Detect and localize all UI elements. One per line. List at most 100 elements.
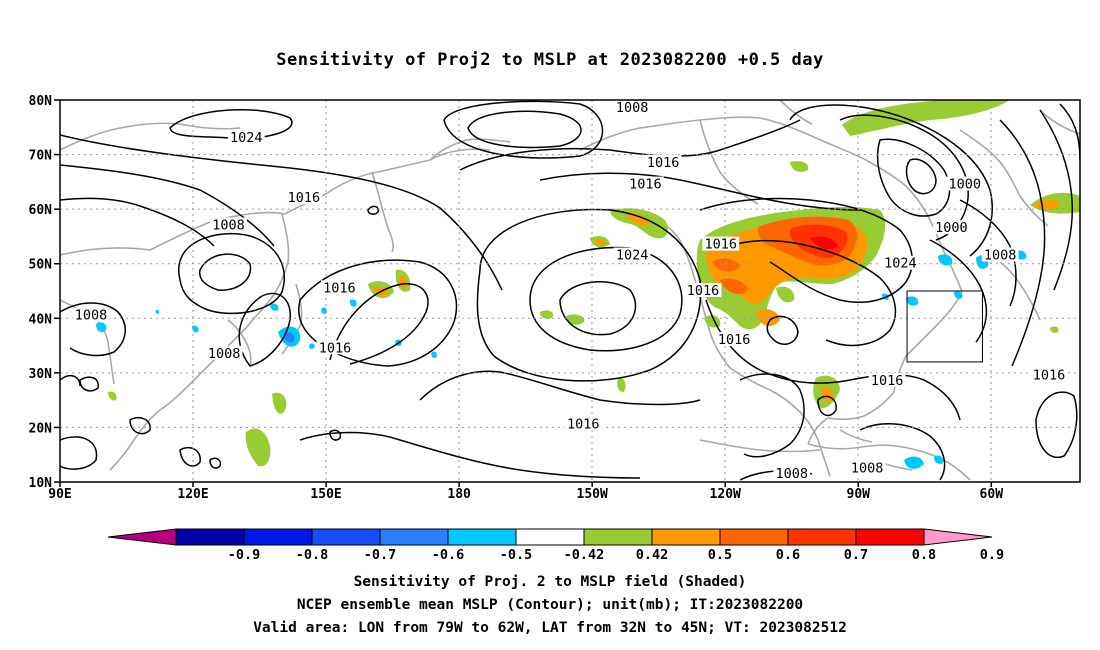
latitude-axis: 80N 70N 60N 50N 40N 30N 20N 10N [29,94,60,491]
contour-label-bg [715,332,753,347]
negative-sensitivity-shading [96,250,1027,469]
lat-tick-label: 10N [29,476,53,491]
colorbar-label: 0.6 [776,547,800,563]
colorbar-swatch [515,528,585,546]
contour-label: 1016 [718,332,751,348]
contour-label-bg [210,217,247,232]
colorbar-label: 0.9 [980,547,1004,563]
valid-area-box [906,290,983,363]
contour-label: 1008 [208,346,241,362]
colorbar-swatch [447,528,517,546]
map-title: Sensitivity of Proj2 to MSLP at 20230822… [276,50,824,70]
contour-label-bg [626,176,664,191]
colorbar-label: -0.8 [296,547,329,563]
caption-valid-area: Valid area: LON from 79W to 62W, LAT fro… [253,620,847,636]
colorbar-label: -0.5 [500,547,533,563]
colorbar-high-triangle [923,528,993,546]
colorbar-swatch [855,528,925,546]
colorbar-label: -0.42 [564,547,605,563]
lon-tick-label: 150W [577,487,608,502]
map-frame [59,99,1081,483]
contour-label-bg [773,465,811,480]
contour-label-bg [848,460,886,475]
contour-label-bg [702,236,740,251]
contour-label: 1016 [647,155,680,171]
colorbar-low-triangle [107,528,177,546]
colorbar-swatch [651,528,721,546]
contour-label-bg [205,345,243,360]
lat-tick-label: 20N [29,421,53,436]
contour-label: 1016 [567,417,600,433]
contour-label: 1008 [851,460,884,476]
contour-label: 1008 [75,308,108,324]
colorbar-swatch [787,528,857,546]
longitude-axis: 90E 120E 150E 180 150W 120W 90W 60W [48,482,1003,502]
lon-tick-label: 60W [980,487,1004,502]
lon-tick-label: 90W [847,487,871,502]
contour-label-bg [285,190,323,205]
contour-label-bg [564,416,602,431]
colorbar-label: -0.9 [228,547,261,563]
contour-label-bg [684,283,722,297]
contour-label-bg [881,255,919,270]
contour-label: 1008 [984,248,1017,264]
contour-label: 1000 [948,177,981,193]
contour-label-bg [932,220,970,235]
colorbar-label: -0.7 [364,547,397,563]
contour-label-bg [981,247,1019,262]
contour-label: 1008 [775,466,808,482]
contour-label-bg [316,340,354,355]
colorbar-swatch [583,528,653,546]
colorbar-swatch [379,528,449,546]
colorbar-swatch [175,528,245,546]
colorbar-label: 0.5 [708,547,732,563]
contour-label: 1000 [935,220,968,236]
contour-label-bg [613,247,651,262]
contour-label: 1008 [212,218,245,234]
contour-label: 1016 [323,280,356,296]
contour-label: 1008 [616,100,649,116]
contour-label: 1016 [871,373,904,389]
lon-tick-label: 150E [310,487,341,502]
contour-label: 1024 [884,256,917,272]
lat-tick-label: 60N [29,203,53,218]
colorbar-swatch [243,528,313,546]
contour-label: 1016 [687,283,720,299]
colorbar: -0.9 -0.8 -0.7 -0.6 -0.5 -0.42 0.42 0.5 0.6 0.7 0.… [107,528,1004,563]
contour-label: 1016 [629,177,662,193]
lon-tick-label: 90E [48,487,71,502]
contour-label: 1024 [616,248,649,264]
contour-label: 1024 [230,130,263,146]
contour-label-bg [613,100,651,115]
caption-shading: Sensitivity of Proj. 2 to MSLP field (Sh… [353,574,747,590]
contour-label-bg [320,280,358,295]
contour-label-bg [227,130,265,145]
caption-contour: NCEP ensemble mean MSLP (Contour); unit(… [296,597,804,613]
lat-tick-label: 80N [29,94,53,109]
contour-label-bg [1030,367,1068,382]
contour-label-bg [946,176,984,191]
contour-label: 1016 [319,340,352,356]
mslp-contours [60,100,1080,481]
colorbar-label: 0.7 [844,547,868,563]
lon-tick-label: 180 [447,487,471,502]
lon-tick-label: 120E [177,487,208,502]
lat-tick-label: 70N [29,149,53,164]
contour-labels: 1008 1024 1016 1016 1016 1008 1000 1000 1008 1016… [72,100,1068,482]
contour-label: 1016 [1033,368,1066,384]
colorbar-label: -0.6 [432,547,465,563]
lon-tick-label: 120W [710,487,741,502]
colorbar-label: 0.8 [912,547,936,563]
lat-tick-label: 30N [29,367,53,382]
contour-label: 1016 [705,237,738,253]
lat-tick-label: 50N [29,258,53,273]
lat-tick-label: 40N [29,312,53,327]
contour-label-bg [868,373,906,388]
colorbar-label: 0.42 [636,547,669,563]
colorbar-swatch [719,528,789,546]
contour-label-bg [644,154,682,169]
colorbar-swatch [311,528,381,546]
contour-label: 1016 [288,190,321,206]
contour-label-bg [72,307,110,322]
